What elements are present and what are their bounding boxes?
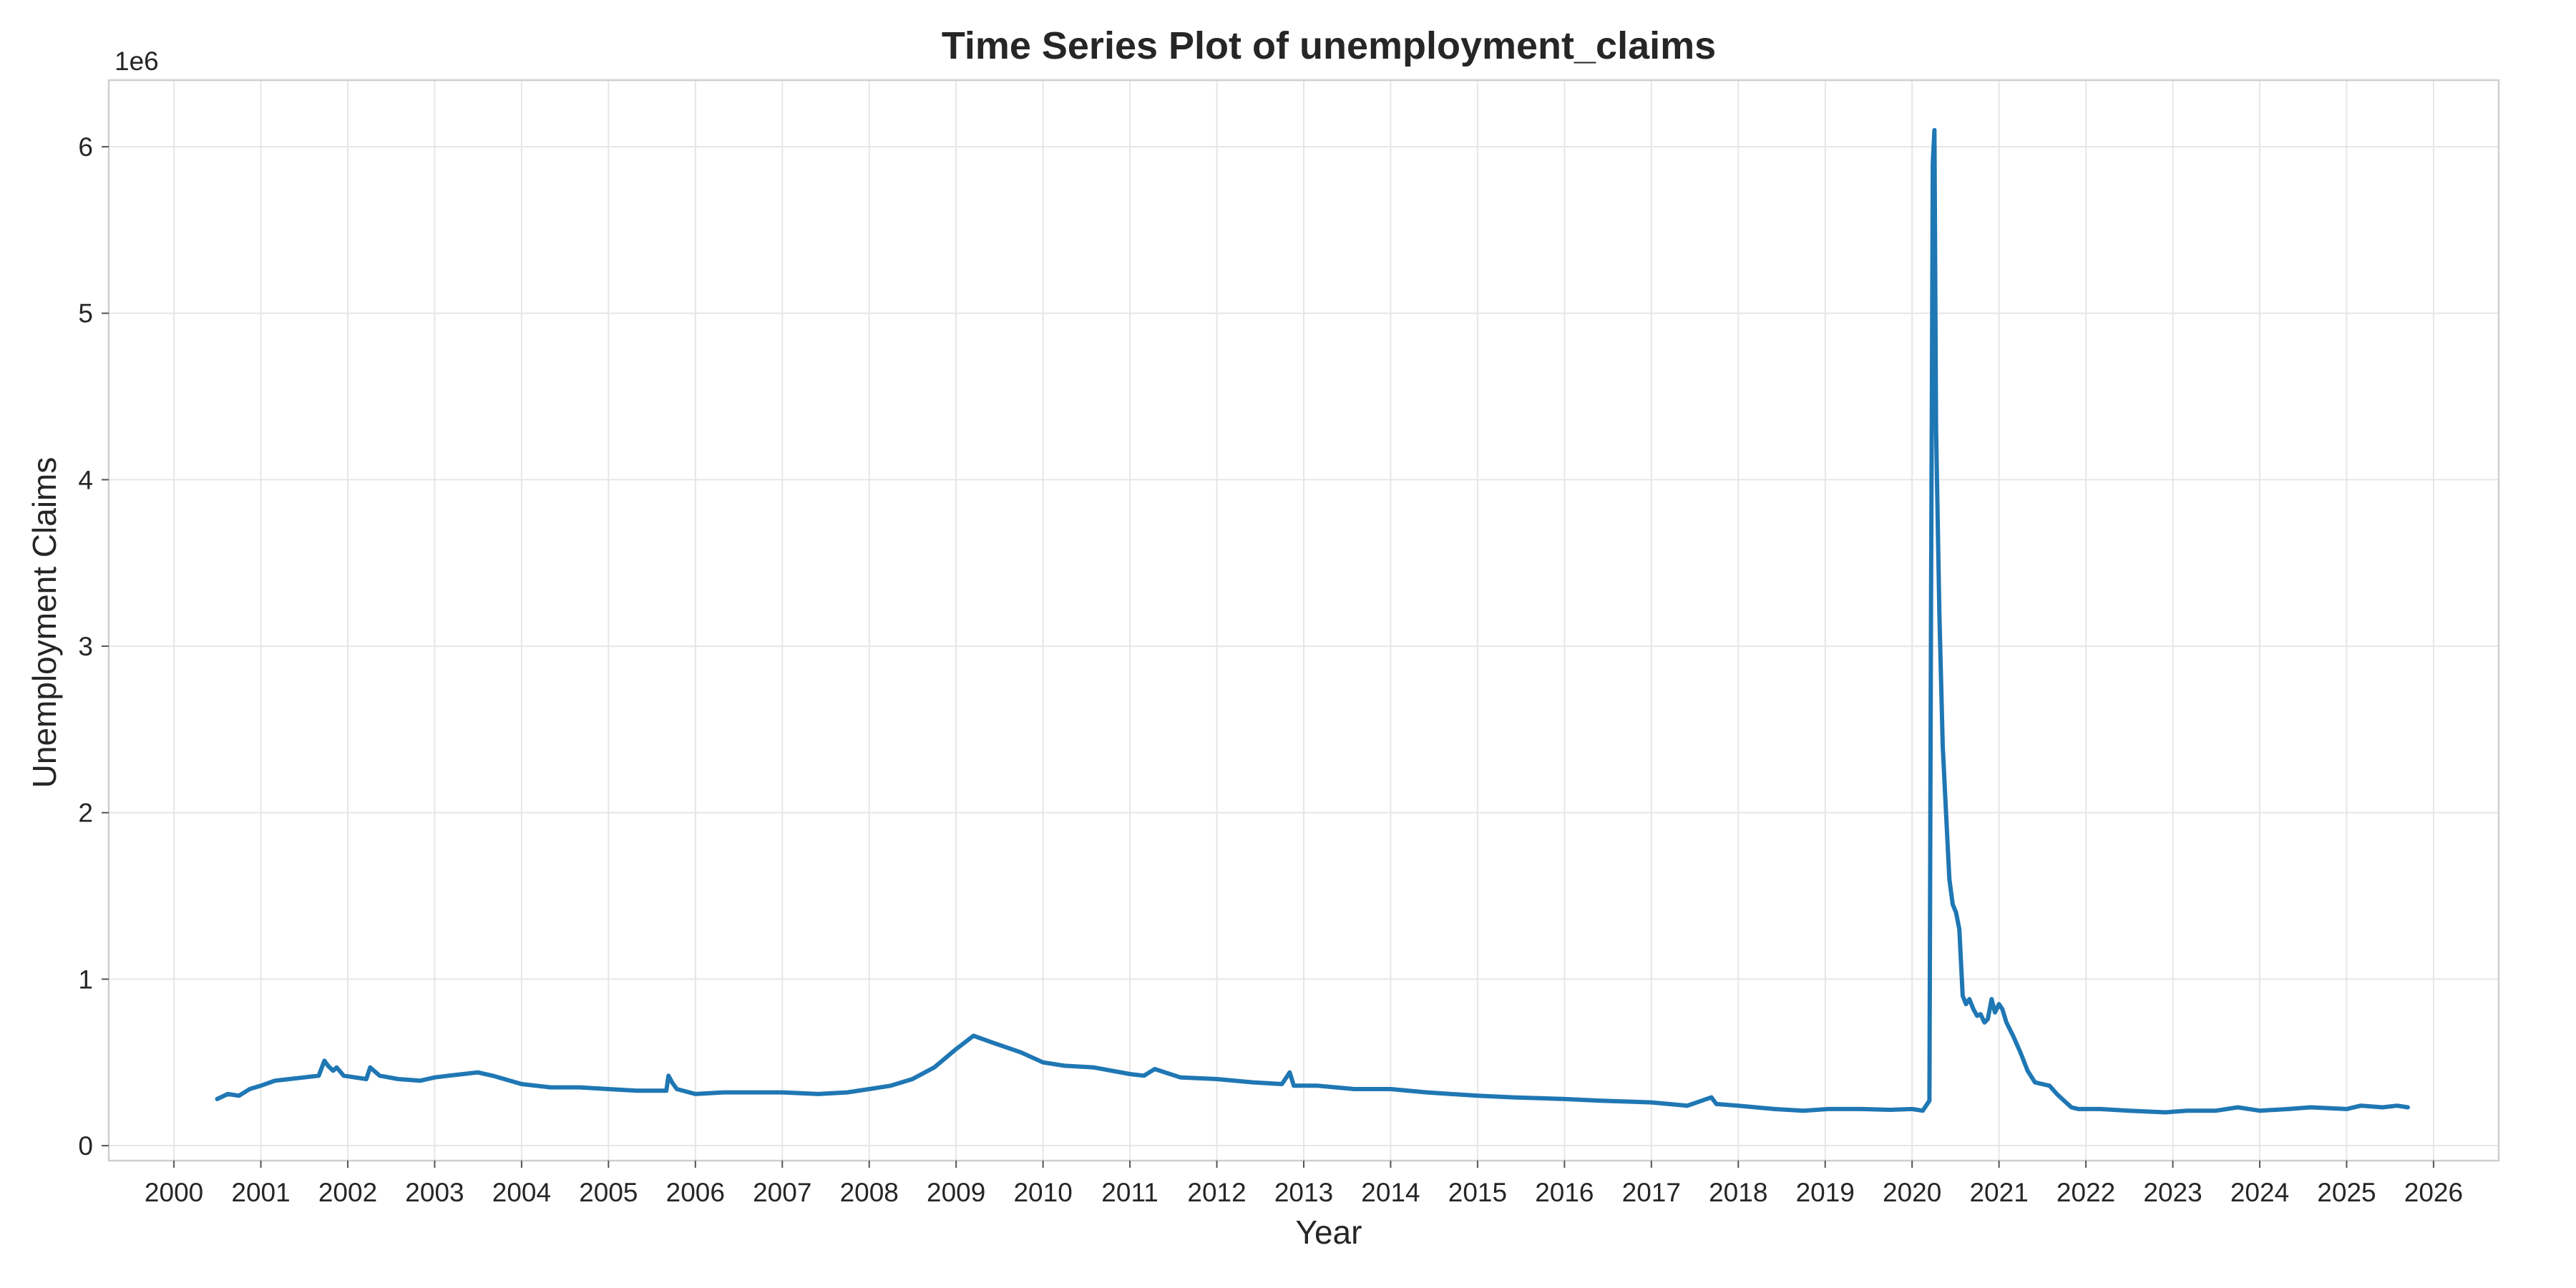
x-tick-label: 2020: [1883, 1178, 1941, 1207]
y-tick-label: 3: [78, 632, 93, 661]
series-layer: [215, 127, 2410, 1115]
x-tick-label: 2021: [1969, 1178, 2028, 1207]
y-tick-label: 5: [78, 299, 93, 328]
x-tick-label: 2025: [2317, 1178, 2376, 1207]
x-tick-label: 2007: [753, 1178, 811, 1207]
x-tick-label: 2003: [405, 1178, 464, 1207]
x-tick-label: 2010: [1013, 1178, 1072, 1207]
x-tick-label: 2011: [1101, 1178, 1158, 1207]
x-tick-label: 2009: [927, 1178, 985, 1207]
x-tick-label: 2001: [231, 1178, 290, 1207]
x-tick-label: 2005: [579, 1178, 638, 1207]
x-tick-label: 2022: [2057, 1178, 2115, 1207]
x-tick-label: 2015: [1448, 1178, 1507, 1207]
x-tick-label: 2024: [2230, 1178, 2289, 1207]
x-axis: 2000 2001 2002 2003 2004 2005 2006 2007 2008 2009…: [145, 1161, 2463, 1207]
chart-title: Time Series Plot of unemployment_claims: [942, 24, 1716, 67]
y-tick-label: 4: [78, 465, 93, 494]
y-axis-label: Unemployment Claims: [26, 457, 63, 789]
x-tick-label: 2002: [318, 1178, 377, 1207]
x-axis-label: Year: [1296, 1214, 1362, 1251]
grid: [109, 80, 2499, 1161]
y-tick-label: 6: [78, 132, 93, 162]
x-tick-label: 2017: [1622, 1178, 1681, 1207]
x-tick-label: 2004: [492, 1178, 551, 1207]
y-tick-label: 2: [78, 799, 93, 828]
x-tick-label: 2014: [1361, 1178, 1420, 1207]
y-axis-offset-label: 1e6: [114, 47, 159, 76]
x-tick-label: 2026: [2404, 1178, 2463, 1207]
x-tick-label: 2000: [145, 1178, 203, 1207]
x-tick-label: 2013: [1274, 1178, 1333, 1207]
x-tick-label: 2018: [1709, 1178, 1767, 1207]
x-tick-label: 2012: [1187, 1178, 1246, 1207]
x-tick-label: 2016: [1535, 1178, 1594, 1207]
x-tick-label: 2008: [840, 1178, 899, 1207]
y-axis: 0 1 2 3 4 5 6: [78, 132, 109, 1161]
x-tick-label: 2019: [1796, 1178, 1855, 1207]
y-tick-label: 0: [78, 1131, 93, 1161]
x-tick-label: 2023: [2143, 1178, 2202, 1207]
y-tick-label: 1: [78, 965, 93, 994]
series-line: [215, 127, 2410, 1115]
x-tick-label: 2006: [666, 1178, 725, 1207]
